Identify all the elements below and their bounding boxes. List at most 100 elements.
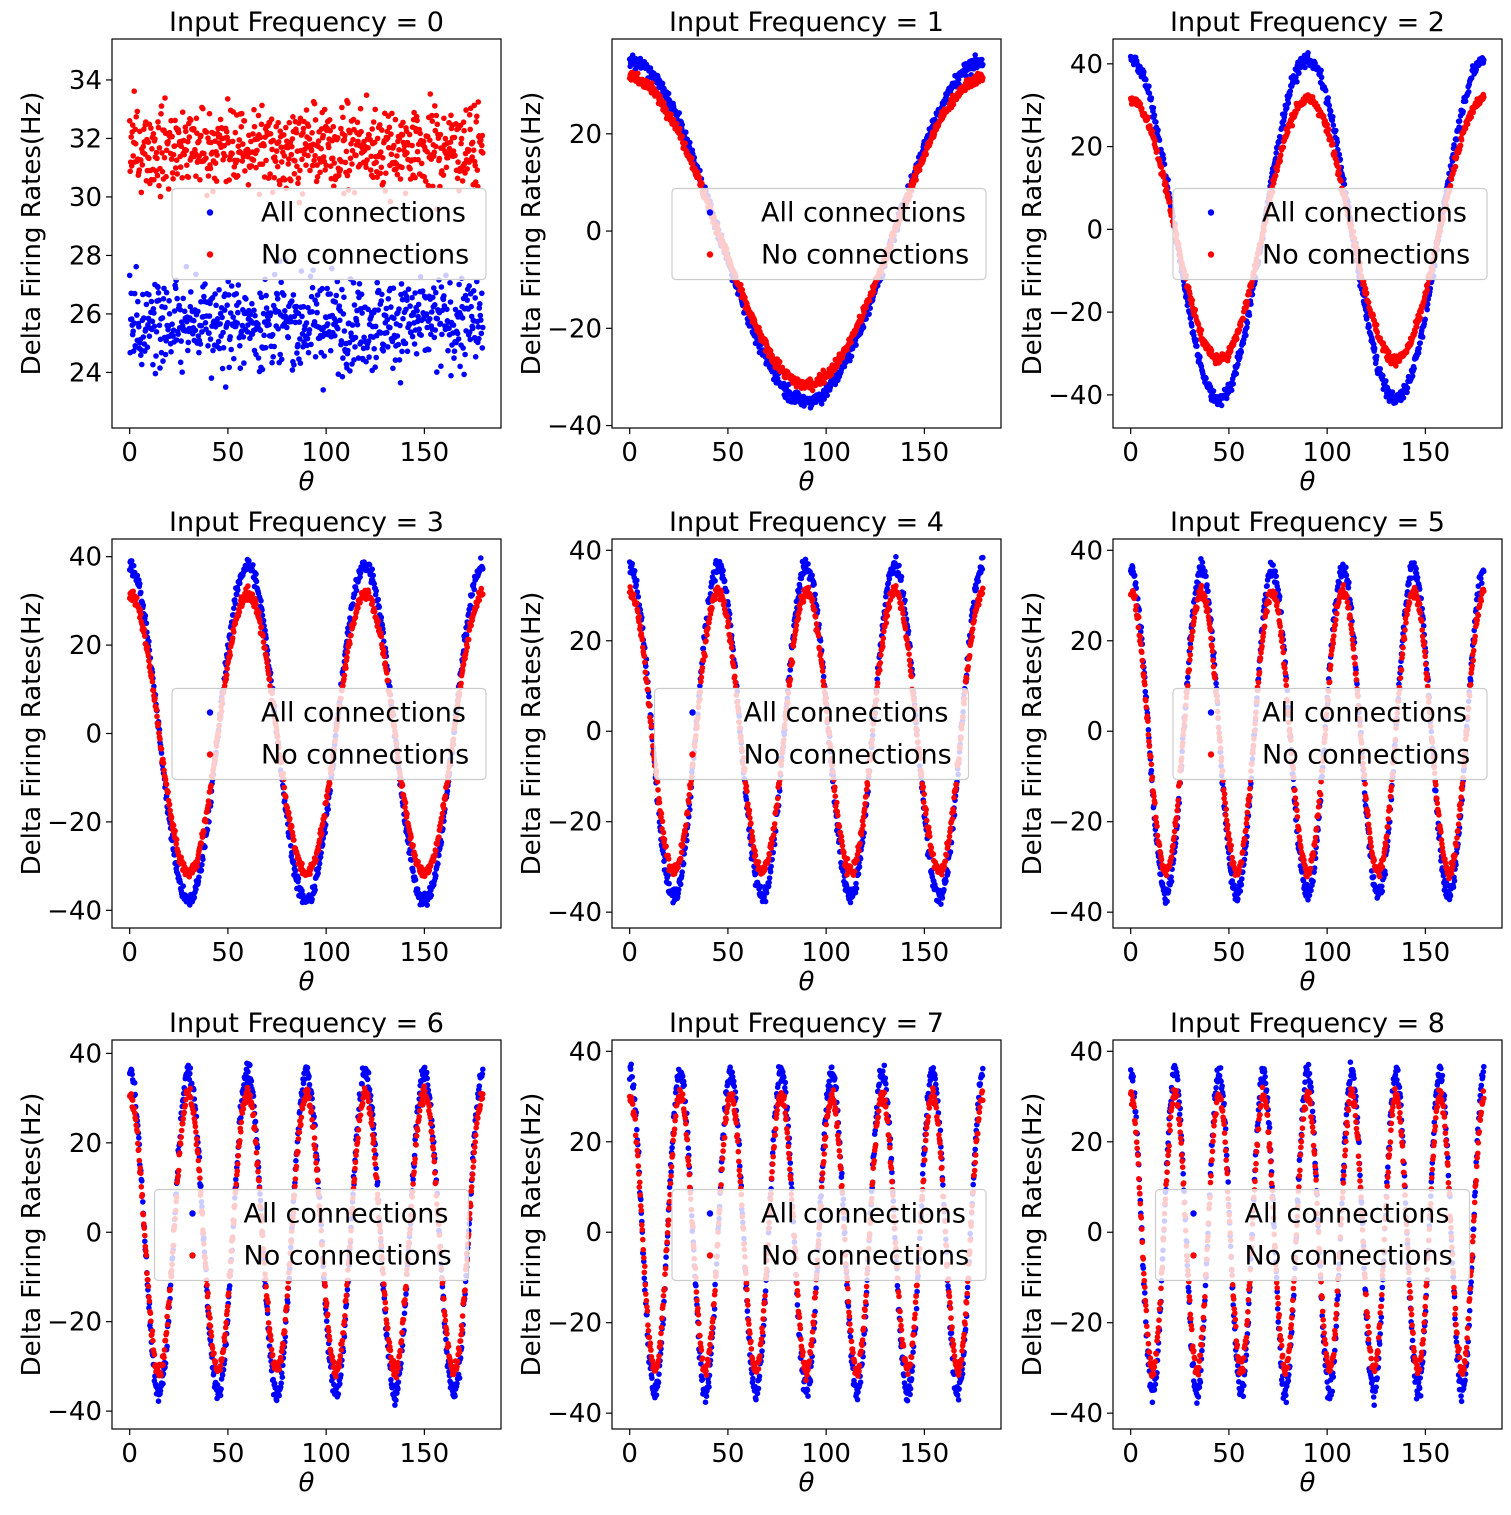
data-point-none xyxy=(154,156,160,162)
data-point-none xyxy=(230,139,236,145)
data-point-all xyxy=(1197,354,1203,360)
data-point-none xyxy=(178,164,184,170)
subplot-title: Input Frequency = 3 xyxy=(169,507,444,538)
data-point-none xyxy=(271,175,277,181)
data-point-all xyxy=(1234,371,1240,377)
y-tick-label: −40 xyxy=(1048,381,1103,411)
data-point-all xyxy=(193,887,199,893)
data-point-all xyxy=(162,305,168,311)
data-point-all xyxy=(168,349,174,355)
data-point-all xyxy=(403,341,409,347)
data-point-none xyxy=(188,117,194,123)
data-point-all xyxy=(202,281,208,287)
data-point-none xyxy=(151,131,157,137)
data-point-none xyxy=(471,147,477,153)
data-point-all xyxy=(399,349,405,355)
data-point-none xyxy=(476,99,482,105)
data-point-none xyxy=(448,113,454,119)
data-point-all xyxy=(291,362,297,368)
data-point-all xyxy=(1288,88,1294,94)
data-point-all xyxy=(480,566,486,572)
data-point-none xyxy=(980,75,986,81)
data-point-all xyxy=(1235,361,1241,367)
data-point-none xyxy=(170,170,176,176)
data-point-all xyxy=(418,332,424,338)
data-point-none xyxy=(242,118,248,124)
data-point-all xyxy=(231,606,237,612)
data-point-none xyxy=(184,162,190,168)
data-point-none xyxy=(254,148,260,154)
data-point-all xyxy=(236,282,242,288)
data-point-none xyxy=(290,136,296,142)
data-point-all xyxy=(199,868,205,874)
data-point-all xyxy=(271,344,277,350)
data-point-none xyxy=(203,155,209,161)
data-point-all xyxy=(398,380,404,386)
data-point-none xyxy=(428,91,434,97)
data-point-all xyxy=(381,348,387,354)
data-point-all xyxy=(460,315,466,321)
data-point-none xyxy=(239,124,245,130)
data-point-none xyxy=(821,380,827,386)
data-point-all xyxy=(1325,95,1331,101)
data-point-all xyxy=(407,303,413,309)
data-point-all xyxy=(163,352,169,358)
data-point-none xyxy=(155,173,161,179)
data-point-all xyxy=(1424,307,1430,313)
data-point-none xyxy=(213,160,219,166)
data-point-none xyxy=(475,167,481,173)
data-point-all xyxy=(379,292,385,298)
data-point-none xyxy=(438,132,444,138)
data-point-all xyxy=(325,321,331,327)
data-point-none xyxy=(951,102,957,108)
data-point-all xyxy=(350,322,356,328)
data-point-all xyxy=(390,366,396,372)
data-point-none xyxy=(461,128,467,134)
y-tick-label: 26 xyxy=(69,300,102,330)
data-point-none xyxy=(287,120,293,126)
data-point-all xyxy=(412,290,418,296)
data-point-all xyxy=(341,294,347,300)
data-point-all xyxy=(384,330,390,336)
x-tick-label: 150 xyxy=(1401,438,1451,468)
data-point-all xyxy=(160,358,166,364)
data-point-all xyxy=(426,347,432,353)
data-point-none xyxy=(276,139,282,145)
data-point-all xyxy=(220,366,226,372)
data-point-none xyxy=(452,153,458,159)
data-point-none xyxy=(414,118,420,124)
data-point-none xyxy=(1278,152,1284,158)
data-point-none xyxy=(398,176,404,182)
data-point-none xyxy=(437,156,443,162)
data-point-all xyxy=(282,308,288,314)
data-point-all xyxy=(441,293,447,299)
data-point-none xyxy=(1285,129,1291,135)
data-point-none xyxy=(467,127,473,133)
data-point-none xyxy=(1366,300,1372,306)
data-point-all xyxy=(231,356,237,362)
data-point-all xyxy=(312,887,318,893)
data-point-all xyxy=(196,874,202,880)
data-point-all xyxy=(182,309,188,315)
data-point-all xyxy=(304,320,310,326)
data-point-all xyxy=(824,393,830,399)
data-point-none xyxy=(689,155,695,161)
data-point-none xyxy=(292,158,298,164)
data-point-none xyxy=(327,117,333,123)
data-point-none xyxy=(127,169,133,175)
data-point-all xyxy=(444,307,450,313)
data-point-all xyxy=(379,298,385,304)
data-point-none xyxy=(399,165,405,171)
data-point-all xyxy=(1463,98,1469,104)
data-point-none xyxy=(296,175,302,181)
data-point-all xyxy=(1416,346,1422,352)
data-point-none xyxy=(133,141,139,147)
data-point-all xyxy=(327,291,333,297)
data-point-all xyxy=(219,315,225,321)
x-tick-label: 100 xyxy=(301,438,351,468)
data-point-none xyxy=(295,181,301,187)
data-point-none xyxy=(200,106,206,112)
data-point-all xyxy=(1294,79,1300,85)
data-point-all xyxy=(1143,77,1149,83)
